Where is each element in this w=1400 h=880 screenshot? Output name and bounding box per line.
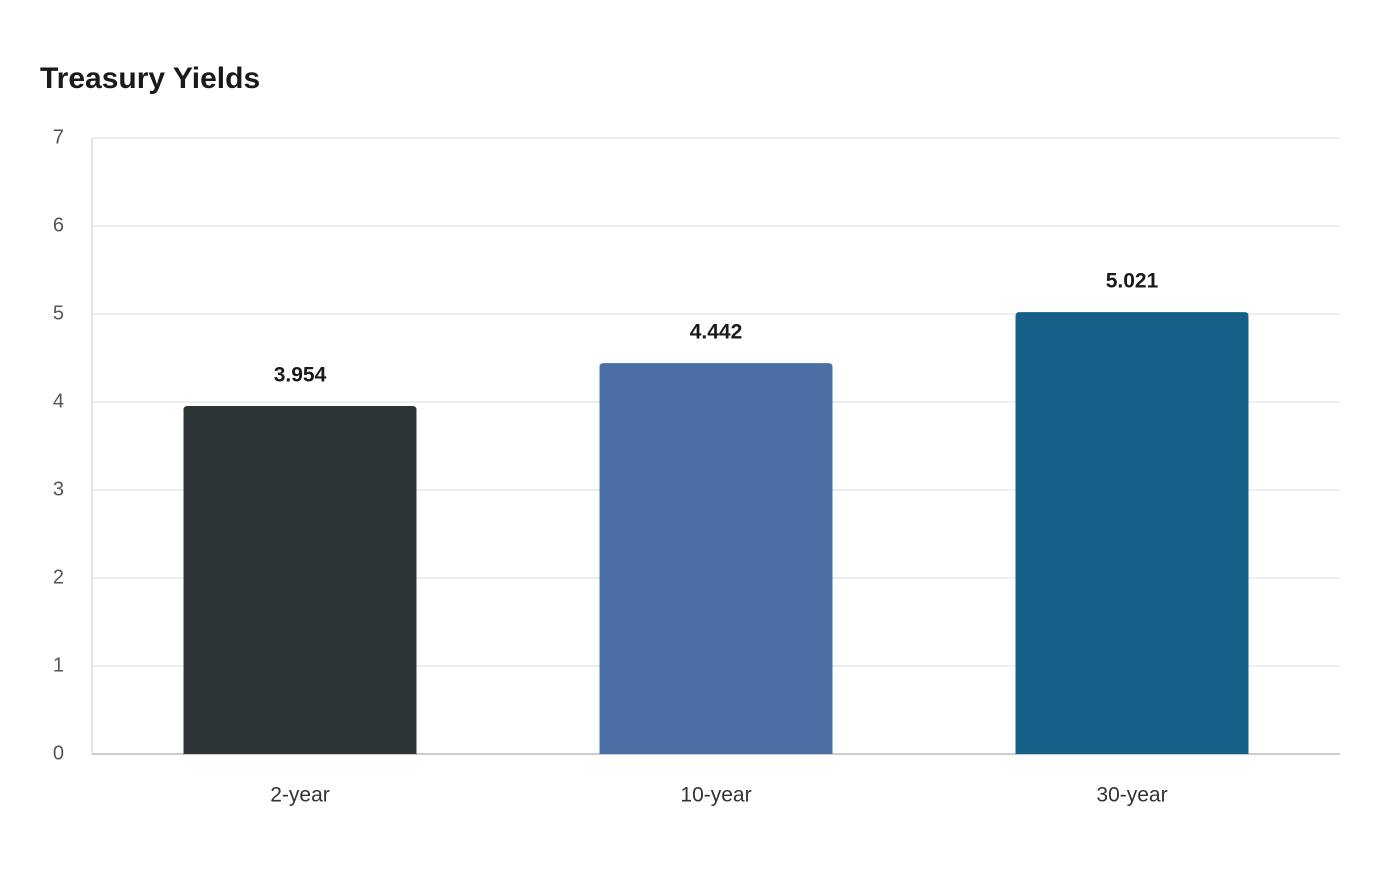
x-tick-label: 10-year xyxy=(680,784,751,807)
x-tick-label: 30-year xyxy=(1096,784,1167,807)
y-tick-label: 3 xyxy=(53,478,64,500)
bar xyxy=(1015,312,1249,754)
value-label: 5.021 xyxy=(1106,270,1159,293)
y-tick-label: 0 xyxy=(53,742,64,764)
x-tick-label: 2-year xyxy=(270,784,330,807)
chart-title: Treasury Yields xyxy=(40,62,260,95)
bar xyxy=(183,406,417,754)
y-tick-label: 1 xyxy=(53,654,64,676)
bar xyxy=(599,363,833,754)
value-label: 3.954 xyxy=(274,364,327,387)
y-tick-label: 6 xyxy=(53,214,64,236)
y-tick-label: 2 xyxy=(53,566,64,588)
value-label: 4.442 xyxy=(690,321,743,344)
y-tick-label: 5 xyxy=(53,302,64,324)
y-tick-label: 4 xyxy=(53,390,64,412)
y-tick-label: 7 xyxy=(53,126,64,148)
